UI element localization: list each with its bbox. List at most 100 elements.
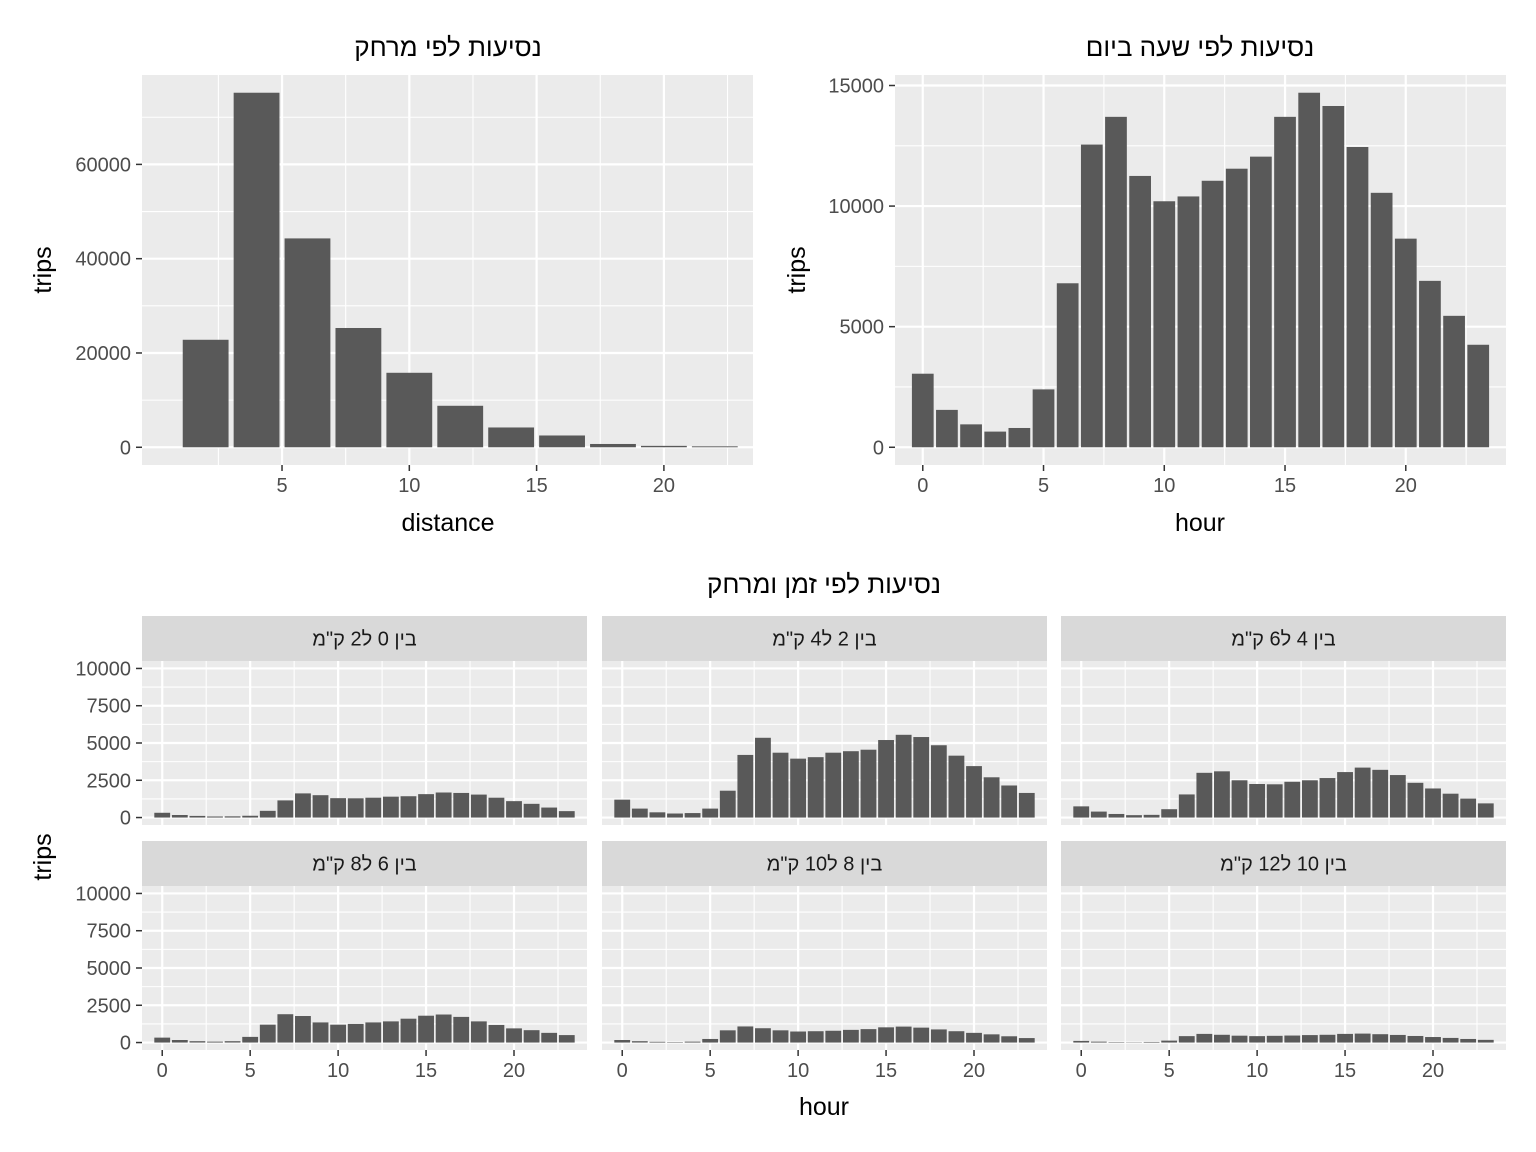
facet-bar <box>895 1026 912 1043</box>
facet-panel: בין 4 ל6 ק"מ <box>1061 616 1506 825</box>
facet-bar <box>400 796 417 818</box>
facet-bar <box>1319 778 1336 818</box>
facet-bars <box>614 734 1035 818</box>
facet-strip-label: בין 10 ל12 ק"מ <box>1220 854 1347 876</box>
hour-chart-y-tick-label: 10000 <box>828 196 884 218</box>
facet-strip <box>142 616 587 661</box>
facet-bar <box>790 1031 807 1043</box>
hour-chart-bar <box>1443 315 1465 448</box>
hour-chart-bar <box>1201 180 1224 448</box>
facet-bar <box>1354 1033 1371 1043</box>
facet-bar <box>1196 1033 1213 1043</box>
facet-bars <box>614 1026 1035 1043</box>
facet-bar <box>312 1022 329 1043</box>
distance-chart-bar <box>640 445 687 448</box>
distance-chart-bar <box>488 427 535 448</box>
facet-bar <box>790 758 807 818</box>
facet-x-tick-label: 20 <box>1422 1060 1444 1082</box>
facet-y-ticks: 0 2500 5000 7500 10000 <box>75 883 142 1055</box>
facet-bar <box>400 1018 417 1043</box>
facet-bar <box>365 797 382 818</box>
hour-chart-x-tick-label: 0 <box>917 475 928 497</box>
facet-bar <box>1196 772 1213 818</box>
facet-gridlines <box>142 661 587 825</box>
facet-bar <box>1301 1035 1318 1043</box>
facet-y-tick-label: 7500 <box>87 921 132 943</box>
hour-chart-x-axis-title: hour <box>1175 509 1225 537</box>
facet-bar <box>1178 1036 1195 1043</box>
facet-bar <box>966 766 982 818</box>
hour-chart-bar <box>911 373 934 448</box>
facet-bar <box>878 740 894 818</box>
facet-x-tick-label: 0 <box>617 1060 628 1082</box>
facet-bar <box>435 1014 452 1043</box>
hour-chart-y-tick-label: 0 <box>873 437 884 459</box>
facet-bar <box>1249 1036 1266 1043</box>
facet-bar <box>772 752 789 818</box>
facet-bar <box>719 1030 736 1043</box>
facet-strip <box>602 841 1047 886</box>
facet-bar <box>259 1024 276 1043</box>
facet-bar <box>277 1014 294 1043</box>
facet-strip <box>142 841 587 886</box>
facet-bar <box>330 798 347 818</box>
facet-bar <box>737 754 754 818</box>
hour-chart-bar <box>1032 389 1055 448</box>
facet-bar <box>224 816 241 818</box>
facet-bar <box>470 794 487 818</box>
facet-strip-label: בין 6 ל8 ק"מ <box>312 854 417 876</box>
hour-chart-bar <box>1467 344 1490 448</box>
facet-x-tick-label: 0 <box>1076 1060 1087 1082</box>
facet-panel: בין 10 ל12 ק"מ 0 5 10 15 20 <box>1061 841 1506 1082</box>
facet-bar <box>1425 788 1441 818</box>
facet-bar <box>295 1016 311 1043</box>
facet-x-tick-label: 15 <box>1334 1060 1356 1082</box>
distance-chart-y-ticks: 0 20000 40000 60000 <box>75 154 142 459</box>
hour-chart-bar <box>1250 156 1272 448</box>
facet-bar <box>541 807 558 818</box>
facet-bar <box>1001 1036 1018 1043</box>
hour-chart-bar <box>984 431 1007 448</box>
facet-bar <box>558 1035 575 1043</box>
hour-chart-bar <box>1129 175 1151 448</box>
facet-bar <box>1372 1034 1389 1043</box>
facet-bar <box>171 815 188 818</box>
facet-bar <box>382 796 399 818</box>
facet-bar <box>1337 1033 1353 1043</box>
facet-bar <box>1108 813 1125 818</box>
facet-bar <box>1425 1037 1441 1043</box>
facet-bar <box>948 755 965 818</box>
hour-chart-x-tick-label: 5 <box>1038 475 1049 497</box>
facet-bar <box>983 1034 1000 1043</box>
facet-bar <box>1460 798 1477 818</box>
facet-bar <box>1249 784 1266 818</box>
facet-bar <box>242 815 259 818</box>
facet-bar <box>755 1028 771 1043</box>
facet-bar <box>1018 792 1035 818</box>
facet-strip-label: בין 0 ל2 ק"מ <box>312 629 417 651</box>
facet-bars <box>1073 767 1494 818</box>
facet-y-tick-label: 0 <box>120 1033 131 1055</box>
hour-chart-bar <box>1346 146 1369 448</box>
facet-bar <box>825 1030 842 1043</box>
faceted-chart: נסיעות לפי זמן ומרחק בין 0 ל2 ק"מ0250050… <box>29 569 1506 1121</box>
facet-bar <box>1319 1034 1336 1043</box>
facet-bar <box>488 1024 505 1043</box>
facet-bar <box>1143 1041 1160 1043</box>
facet-bar <box>207 1041 223 1043</box>
facet-bar <box>1090 811 1107 818</box>
facet-bar <box>1231 1035 1248 1043</box>
facet-strip-label: בין 4 ל6 ק"מ <box>1231 629 1336 651</box>
facet-bar <box>878 1027 894 1043</box>
facet-bar <box>154 1037 171 1043</box>
distance-chart-bars <box>182 92 738 448</box>
facet-bar <box>667 813 683 818</box>
facet-bar <box>948 1031 965 1043</box>
facet-y-tick-label: 5000 <box>87 958 132 980</box>
hour-chart: נסיעות לפי שעה ביום 0 5 10 15 20 0 5000 10000 1… <box>783 32 1506 537</box>
facet-bar <box>1407 1035 1424 1043</box>
facet-bar <box>453 792 470 818</box>
facet-bar <box>523 803 540 818</box>
facet-bar <box>1178 794 1195 818</box>
